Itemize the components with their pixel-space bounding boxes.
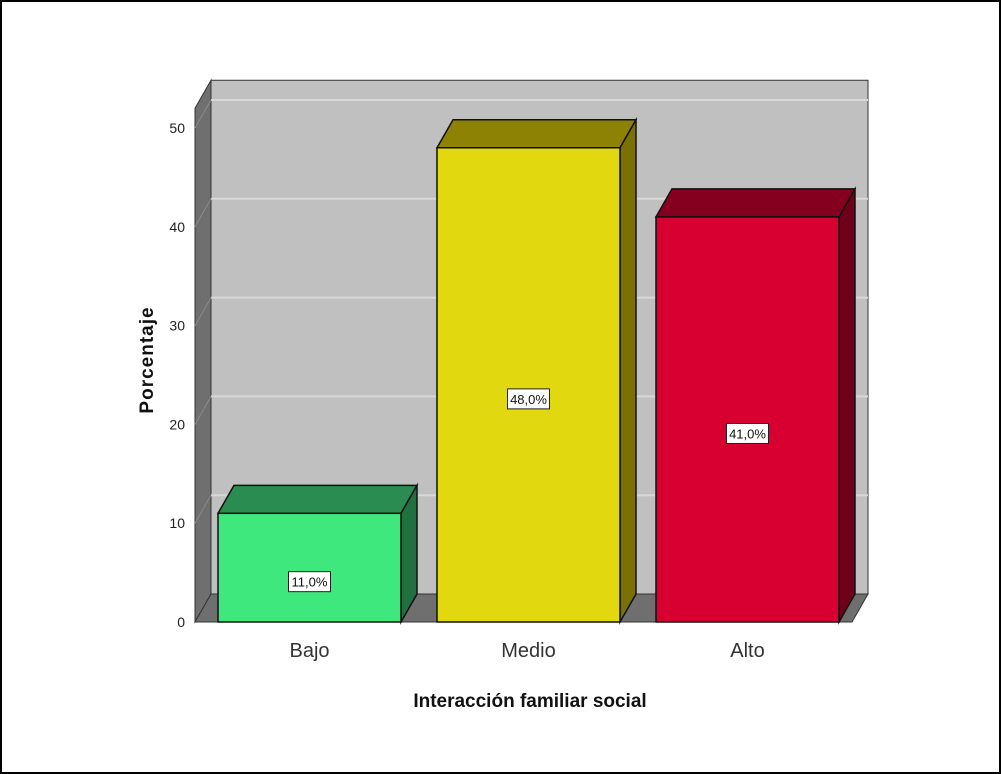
bar-top [435, 119, 638, 149]
data-label: 11,0% [288, 571, 331, 593]
side-wall [194, 78, 212, 624]
data-label-box [726, 422, 769, 444]
data-label-box [288, 571, 331, 593]
gridline-side [194, 198, 212, 228]
y-axis-ticks: 0 10 20 30 40 50 [169, 120, 185, 630]
y-tick-label: 0 [177, 614, 185, 630]
bar-medio [435, 116, 638, 625]
bar-side [619, 116, 637, 625]
data-label-text: 41,0% [729, 426, 766, 441]
bar-top [216, 484, 419, 515]
bars [216, 116, 857, 625]
bar-side [838, 186, 856, 625]
bar-front [217, 512, 402, 623]
data-label: 48,0% [507, 388, 550, 410]
data-label: 41,0% [726, 422, 769, 444]
data-label-text: 48,0% [510, 392, 547, 407]
bar-front [655, 216, 840, 623]
bar-alto [654, 186, 857, 625]
y-axis-title: Porcentaje [137, 306, 158, 413]
data-labels: 11,0% 48,0% 41,0% [288, 388, 769, 593]
data-label-box [507, 388, 550, 410]
x-category-label: Medio [501, 640, 555, 662]
y-tick-label: 50 [169, 120, 185, 136]
y-tick-label: 40 [169, 219, 185, 235]
data-label-text: 11,0% [292, 575, 328, 590]
y-tick-label: 30 [169, 318, 185, 334]
gridline-side [194, 99, 212, 129]
gridline-side [194, 297, 212, 326]
x-axis-title: Interacción familiar social [413, 691, 646, 712]
gridline-side [194, 396, 212, 425]
gridline-side [194, 494, 212, 524]
bar-bajo [216, 482, 419, 625]
y-tick-label: 20 [169, 416, 185, 432]
bar-top [654, 188, 857, 218]
x-axis-categories: Bajo Medio Alto [289, 640, 764, 662]
y-tick-label: 10 [169, 515, 185, 531]
x-category-label: Bajo [289, 640, 329, 662]
x-category-label: Alto [730, 640, 764, 662]
bar-front [436, 147, 621, 623]
